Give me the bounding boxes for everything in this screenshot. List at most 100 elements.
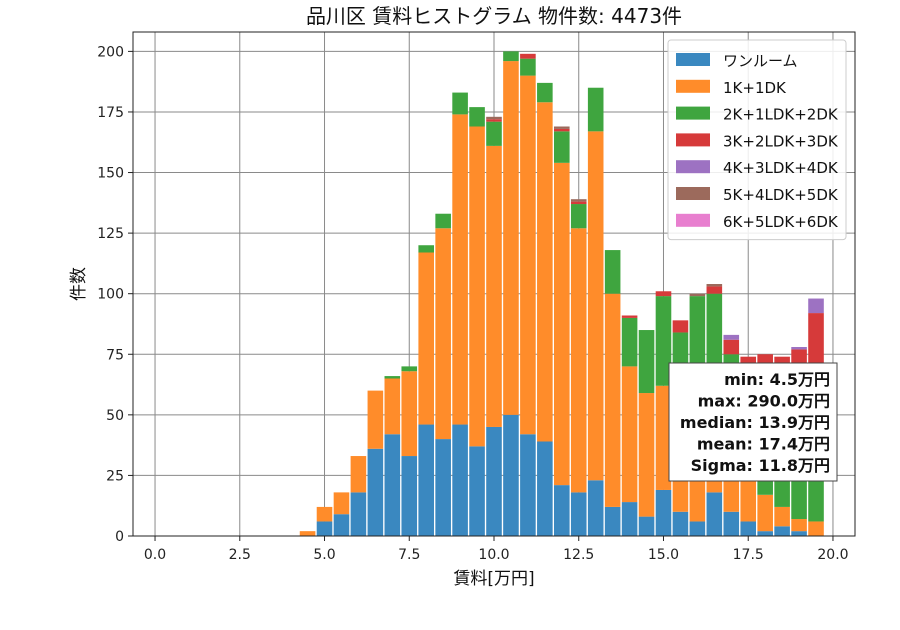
bar-segment: [316, 521, 333, 536]
bar-segment: [604, 293, 621, 507]
bar-segment: [537, 82, 553, 103]
bar-segment: [587, 131, 604, 481]
stats-line: max: 290.0万円: [698, 392, 830, 411]
bar-segment: [791, 519, 807, 532]
bar-segment: [604, 506, 621, 536]
bar-segment: [655, 385, 672, 490]
bar-segment: [350, 456, 367, 493]
bar-segment: [808, 298, 824, 314]
legend-label: ワンルーム: [723, 52, 798, 70]
bar-segment: [384, 376, 401, 379]
bar-segment: [401, 371, 418, 457]
bar-segment: [503, 414, 519, 536]
x-axis-label: 賃料[万円]: [453, 569, 534, 589]
bar-segment: [587, 480, 604, 536]
bar-segment: [418, 252, 435, 425]
bar-segment: [299, 531, 316, 536]
legend-swatch: [676, 187, 710, 200]
bar-segment: [655, 296, 672, 386]
x-tick-label: 5.0: [313, 547, 335, 563]
bar-segment: [791, 531, 807, 536]
bar-segment: [570, 204, 587, 229]
x-tick-label: 0.0: [144, 547, 166, 563]
bar-segment: [401, 366, 418, 372]
bar-segment: [740, 521, 757, 536]
legend-swatch: [676, 133, 710, 147]
legend-swatch: [676, 79, 710, 93]
stats-line: min: 4.5万円: [724, 370, 830, 389]
bar-segment: [486, 426, 502, 536]
bar-segment: [774, 526, 790, 536]
bar-segment: [570, 201, 587, 205]
bar-segment: [333, 492, 350, 515]
bar-segment: [740, 473, 757, 522]
legend-swatch: [676, 53, 710, 66]
bar-segment: [384, 434, 401, 536]
bar-segment: [570, 199, 587, 202]
bar-segment: [638, 330, 655, 394]
stats-box: min: 4.5万円 max: 290.0万円 median: 13.9万円 mean…: [668, 362, 838, 482]
bar-segment: [757, 531, 773, 536]
bar-segment: [553, 131, 570, 163]
bar-segment: [706, 286, 723, 294]
legend: ワンルーム 1K+1DK 2K+1LDK+2DK 3K+2LDK+3DK 4K+3LDK…: [667, 39, 847, 241]
legend-swatch: [676, 213, 710, 227]
y-tick-label: 75: [106, 347, 124, 363]
x-tick-label: 12.5: [563, 547, 594, 563]
y-tick-label: 100: [97, 287, 124, 303]
bar-segment: [621, 366, 638, 503]
bar-segment: [435, 439, 451, 536]
bar-segment: [723, 339, 740, 355]
bar-segment: [435, 213, 451, 229]
stats-line: median: 13.9万円: [680, 413, 830, 432]
stats-line: mean: 17.4万円: [697, 435, 830, 454]
bar-segment: [486, 121, 502, 146]
legend-label: 6K+5LDK+6DK: [723, 213, 839, 231]
bar-segment: [638, 516, 655, 536]
bar-segment: [570, 228, 587, 493]
legend-label: 5K+4LDK+5DK: [723, 186, 839, 204]
bar-segment: [553, 128, 570, 132]
stats-line: Sigma: 11.8万円: [691, 456, 830, 475]
bar-segment: [655, 291, 672, 297]
bar-segment: [757, 494, 773, 532]
bar-segment: [367, 448, 384, 536]
bar-segment: [706, 492, 723, 536]
bar-segment: [621, 317, 638, 367]
y-tick-label: 50: [106, 408, 124, 424]
bar-segment: [774, 506, 790, 527]
bar-segment: [587, 87, 604, 132]
x-tick-label: 2.5: [229, 547, 251, 563]
bar-segment: [808, 521, 824, 536]
bar-segment: [604, 250, 621, 294]
legend-label: 1K+1DK: [723, 79, 787, 97]
y-tick-label: 0: [115, 529, 124, 545]
legend-box: [667, 39, 847, 241]
y-axis-label: 件数: [69, 267, 89, 301]
bar-segment: [418, 245, 435, 253]
bar-segment: [791, 347, 807, 350]
bar-segment: [486, 116, 502, 120]
legend-swatch: [676, 106, 710, 120]
bar-segment: [553, 162, 570, 486]
bar-segment: [689, 521, 706, 536]
x-tick-label: 17.5: [733, 547, 764, 563]
bar-segment: [520, 58, 536, 76]
bar-segment: [537, 102, 553, 442]
bar-segment: [469, 446, 485, 536]
bar-segment: [435, 228, 451, 440]
x-tick-label: 10.0: [478, 547, 509, 563]
y-tick-label: 125: [97, 226, 124, 242]
bar-segment: [638, 393, 655, 517]
bar-segment: [723, 511, 740, 536]
legend-swatch: [676, 160, 710, 174]
bar-segment: [384, 378, 401, 435]
bar-segment: [520, 75, 536, 435]
bar-segment: [316, 506, 333, 522]
bar-segment: [486, 145, 502, 427]
legend-label: 3K+2LDK+3DK: [723, 132, 839, 150]
bar-segment: [553, 126, 570, 129]
bar-segment: [503, 51, 519, 62]
y-tick-label: 200: [97, 44, 124, 60]
